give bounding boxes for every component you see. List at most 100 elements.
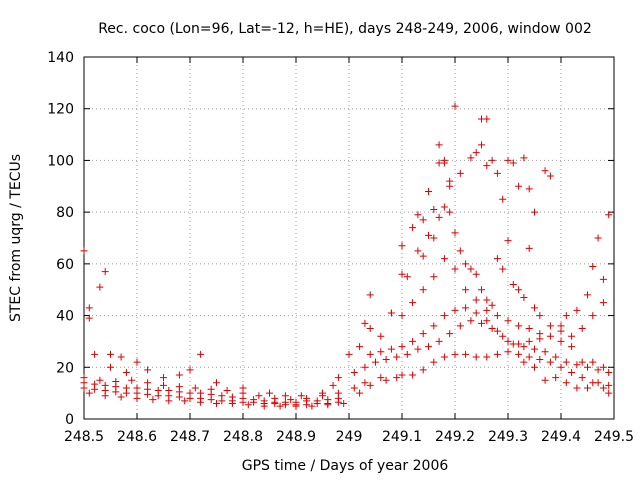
data-point: [91, 385, 99, 393]
data-point: [568, 332, 576, 340]
data-point: [319, 389, 326, 397]
data-point: [525, 337, 533, 345]
data-point: [133, 394, 141, 402]
data-point: [462, 286, 470, 294]
data-point: [472, 270, 480, 278]
y-tick-label: 0: [65, 412, 74, 428]
x-tick-label: 249.2: [435, 429, 475, 445]
data-point: [488, 325, 496, 332]
data-point: [478, 319, 485, 327]
data-point: [403, 273, 411, 281]
data-point: [546, 322, 554, 330]
data-point: [356, 343, 364, 351]
x-tick-label: 249: [336, 429, 363, 445]
data-point: [398, 312, 406, 320]
data-point: [356, 389, 364, 397]
data-point: [186, 366, 194, 374]
y-tick-label: 60: [56, 257, 74, 273]
data-point: [478, 286, 485, 294]
data-point: [568, 368, 576, 376]
data-point: [250, 398, 258, 406]
data-point: [292, 402, 300, 410]
data-point: [520, 358, 528, 366]
data-point: [446, 330, 454, 338]
data-point: [446, 208, 454, 216]
data-point: [160, 374, 167, 382]
data-point: [398, 270, 406, 278]
data-point: [419, 286, 427, 294]
y-tick-label: 80: [56, 205, 74, 221]
y-tick-label: 100: [47, 153, 74, 169]
data-point: [584, 291, 591, 299]
data-point: [467, 265, 475, 273]
data-point: [409, 371, 417, 379]
axis-ticks: [83, 56, 615, 420]
data-point: [117, 393, 125, 401]
data-point: [483, 306, 491, 314]
data-point: [599, 275, 607, 283]
data-point: [361, 319, 369, 327]
data-point: [398, 343, 406, 351]
data-point: [515, 182, 523, 190]
data-point: [557, 363, 565, 371]
data-point: [472, 309, 480, 317]
data-point: [239, 398, 247, 406]
data-point: [456, 247, 464, 255]
data-point: [467, 154, 475, 162]
data-point: [504, 337, 512, 345]
data-point: [366, 325, 374, 332]
data-point: [536, 312, 544, 320]
data-point: [546, 332, 554, 340]
data-point: [504, 317, 512, 325]
data-point: [382, 376, 390, 384]
data-point: [133, 358, 141, 366]
data-point: [276, 402, 284, 410]
data-point: [128, 376, 136, 384]
data-point: [112, 378, 120, 386]
x-tick-label: 248.6: [117, 429, 157, 445]
chart-title: Rec. coco (Lon=96, Lat=-12, h=HE), days …: [98, 21, 592, 37]
x-axis-label: GPS time / Days of year 2006: [242, 458, 449, 474]
data-point: [366, 291, 374, 299]
data-point: [451, 350, 459, 358]
data-point: [197, 350, 205, 358]
data-point: [584, 363, 591, 371]
data-point: [483, 296, 491, 304]
data-point: [366, 350, 374, 358]
data-point: [297, 392, 305, 400]
data-point: [515, 340, 523, 348]
data-point: [536, 330, 544, 338]
data-point: [515, 286, 523, 294]
data-point: [578, 358, 586, 366]
data-point: [504, 237, 512, 245]
data-point: [525, 353, 533, 361]
data-point: [456, 322, 464, 330]
data-point: [541, 376, 549, 384]
data-point: [207, 385, 215, 393]
x-tick-labels: 248.5 248.6 248.7 248.8 248.9 249 249.1 249.2 24…: [64, 429, 634, 445]
data-point: [377, 332, 385, 340]
data-point: [281, 392, 289, 400]
data-point: [181, 397, 189, 405]
data-point: [446, 182, 454, 190]
data-point: [122, 389, 130, 397]
data-point: [435, 337, 443, 345]
data-point: [440, 156, 448, 164]
data-point: [96, 283, 104, 291]
data-point: [425, 343, 432, 351]
data-point: [515, 350, 523, 358]
data-point: [488, 156, 496, 164]
data-point: [425, 187, 432, 195]
y-axis-label: STEC from uqrg / TECUs: [8, 154, 24, 322]
y-tick-label: 120: [47, 102, 74, 118]
data-point: [366, 381, 374, 389]
data-point: [557, 322, 565, 330]
data-point: [414, 345, 422, 353]
data-point: [573, 361, 581, 369]
data-point: [493, 255, 501, 263]
data-point: [562, 358, 570, 366]
x-tick-label: 248.5: [64, 429, 104, 445]
data-point: [228, 399, 236, 407]
data-point: [599, 299, 607, 307]
data-point: [334, 398, 342, 406]
